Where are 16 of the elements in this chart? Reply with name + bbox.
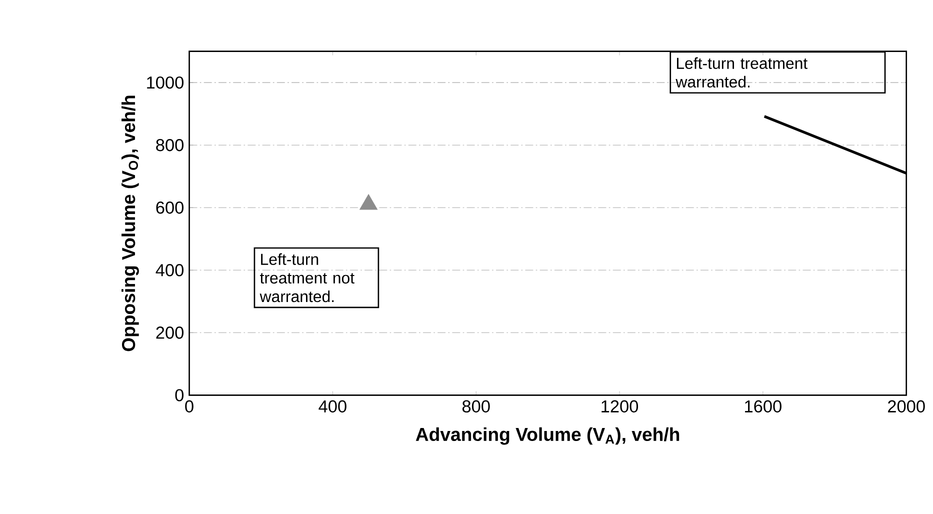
x-tick-label: 1200 (602, 400, 638, 413)
y-tick-label: 800 (156, 139, 184, 152)
x-tick-label: 800 (462, 400, 490, 413)
y-tick-label: 400 (156, 264, 184, 276)
y-axis-title: Opposing Volume (V$_{O}$), veh/h (122, 96, 139, 352)
x-tick-label: 1600 (745, 400, 782, 413)
x-tick-label: 2000 (888, 400, 925, 413)
y-tick-label: 600 (156, 202, 184, 214)
y-tick-label: 1000 (147, 76, 184, 89)
x-tick-label: 400 (318, 400, 346, 413)
y-tick-label: 200 (156, 326, 184, 339)
x-tick-label: 0 (185, 400, 194, 413)
annotation: Left-turn treatment not warranted. (260, 253, 354, 302)
annotation: Left-turn treatment warranted. (676, 57, 808, 88)
y-tick-label: 0 (175, 389, 184, 402)
x-axis-title: Advancing Volume (V$_{A}$), veh/h (416, 427, 680, 445)
